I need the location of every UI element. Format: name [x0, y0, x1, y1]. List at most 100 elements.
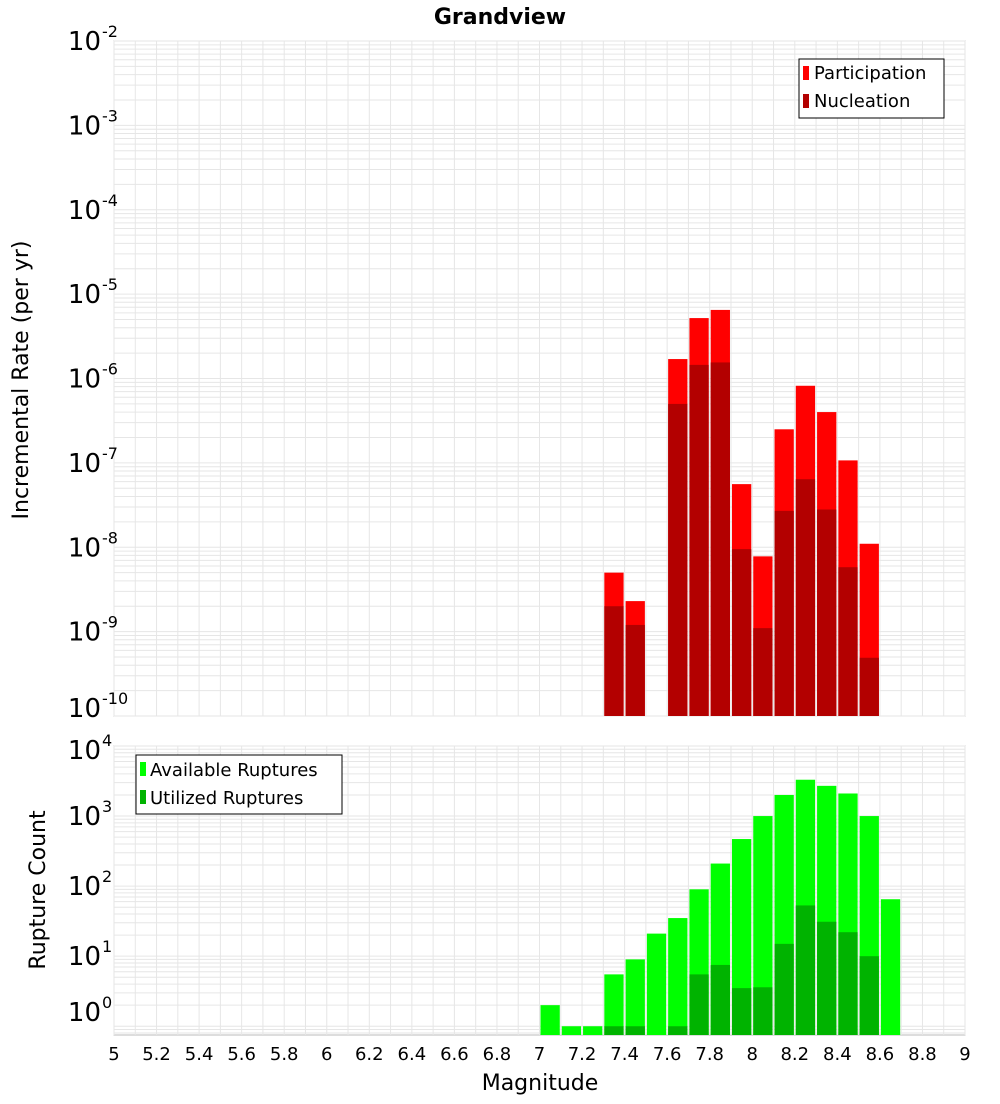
x-tick-label: 5.6 — [227, 1044, 256, 1065]
counts-y-tick-label: 10 3 — [68, 797, 112, 832]
x-axis-label: Magnitude — [482, 1071, 599, 1096]
x-tick-label: 6.8 — [483, 1044, 512, 1065]
rates-y-tick-power: -6 — [102, 360, 118, 379]
rates-y-tick-power: -3 — [102, 106, 118, 125]
counts-bar-available-ruptures — [561, 1026, 582, 1035]
rates-y-tick-power: -10 — [102, 689, 128, 708]
x-tick-label: 7.4 — [610, 1044, 639, 1065]
rates-bar-nucleation — [625, 624, 645, 716]
x-tick-label: 5.8 — [270, 1044, 299, 1065]
rates-y-tick-base: 10 — [68, 618, 101, 648]
rates-y-tick-base: 10 — [68, 280, 101, 310]
rates-y-tick-label: 10 -9 — [68, 613, 118, 648]
rates-y-tick-power: -2 — [102, 22, 118, 41]
rates-y-tick-base: 10 — [68, 365, 101, 395]
counts-y-tick-power: 4 — [102, 731, 112, 750]
x-tick-label: 8 — [747, 1044, 758, 1065]
counts-bar-available-ruptures — [731, 839, 752, 1035]
rates-bar-nucleation — [859, 657, 879, 716]
counts-bar-available-ruptures — [625, 959, 645, 1035]
counts-bar-available-ruptures — [668, 918, 688, 1035]
rates-y-tick-label: 10 -8 — [68, 528, 118, 563]
counts-bar-available-ruptures — [880, 899, 901, 1035]
counts-bar-utilized-ruptures — [753, 987, 773, 1035]
x-tick-label: 7.8 — [695, 1044, 724, 1065]
rates-y-tick-label: 10 -10 — [68, 689, 128, 724]
rates-bars — [604, 309, 879, 716]
x-tick-label: 5.4 — [185, 1044, 214, 1065]
legend-swatch-participation — [803, 66, 809, 80]
x-tick-label: 7.6 — [653, 1044, 682, 1065]
x-tick-label: 6 — [321, 1044, 332, 1065]
rates-legend-box — [798, 58, 945, 119]
counts-legend: Available Ruptures Utilized Ruptures — [135, 754, 343, 815]
legend-label-participation: Participation — [814, 63, 926, 84]
counts-bar-available-ruptures — [583, 1026, 603, 1035]
counts-bar-utilized-ruptures — [774, 943, 794, 1035]
x-tick-label: 9 — [959, 1044, 970, 1065]
x-tick-label: 8.2 — [780, 1044, 809, 1065]
x-tick-label: 7 — [534, 1044, 545, 1065]
counts-bar-available-ruptures — [646, 933, 667, 1035]
counts-y-tick-label: 10 4 — [68, 731, 112, 766]
rates-bar-nucleation — [731, 549, 752, 716]
rates-y-tick-label: 10 -7 — [68, 444, 118, 479]
rates-y-tick-label: 10 -5 — [68, 275, 118, 310]
rates-bar-nucleation — [689, 364, 709, 716]
counts-bars — [540, 779, 901, 1035]
rates-y-tick-base: 10 — [68, 196, 101, 226]
rates-y-tick-power: -5 — [102, 275, 118, 294]
x-tick-label: 6.4 — [398, 1044, 427, 1065]
counts-bar-utilized-ruptures — [689, 974, 709, 1035]
counts-y-tick-power: 0 — [102, 993, 112, 1012]
rates-bar-nucleation — [838, 567, 858, 716]
counts-bar-utilized-ruptures — [710, 964, 730, 1035]
rates-y-tick-label: 10 -2 — [68, 22, 118, 57]
x-tick-label: 5 — [108, 1044, 119, 1065]
rates-bar-nucleation — [795, 479, 816, 716]
x-tick-label: 8.4 — [823, 1044, 852, 1065]
rates-legend: Participation Nucleation — [798, 58, 945, 119]
counts-bar-utilized-ruptures — [795, 905, 816, 1035]
rates-y-tick-power: -7 — [102, 444, 118, 463]
counts-y-tick-base: 10 — [68, 802, 101, 832]
legend-label-available: Available Ruptures — [150, 760, 318, 781]
counts-bar-utilized-ruptures — [604, 1026, 624, 1035]
legend-label-nucleation: Nucleation — [814, 91, 910, 112]
counts-legend-box — [135, 754, 343, 815]
rates-bar-nucleation — [710, 362, 730, 716]
counts-y-tick-label: 10 0 — [68, 993, 112, 1028]
rates-bar-nucleation — [668, 403, 688, 716]
counts-y-tick-base: 10 — [68, 998, 101, 1028]
counts-bar-utilized-ruptures — [859, 956, 879, 1035]
rates-y-tick-label: 10 -4 — [68, 191, 118, 226]
rates-y-tick-base: 10 — [68, 694, 101, 724]
rates-bar-nucleation — [817, 509, 837, 716]
rates-y-tick-base: 10 — [68, 533, 101, 563]
counts-y-axis-label: Rupture Count — [26, 810, 51, 970]
counts-y-tick-power: 2 — [102, 867, 112, 886]
rates-y-tick-power: -8 — [102, 528, 118, 547]
counts-bar-utilized-ruptures — [625, 1026, 645, 1035]
x-tick-label: 5.2 — [142, 1044, 171, 1065]
rates-y-tick-label: 10 -3 — [68, 106, 118, 141]
rates-y-tick-base: 10 — [68, 449, 101, 479]
counts-y-tick-base: 10 — [68, 942, 101, 972]
x-tick-label: 6.2 — [355, 1044, 384, 1065]
rates-y-axis-label: Incremental Rate (per yr) — [9, 241, 34, 520]
counts-y-tick-base: 10 — [68, 736, 101, 766]
legend-swatch-available — [140, 762, 146, 776]
rates-y-tick-power: -4 — [102, 191, 118, 210]
counts-y-tick-power: 1 — [102, 937, 112, 956]
counts-x-tick-labels: 5 5.2 5.4 5.6 5.8 6 6.2 6.4 6.6 6.8 7 7.2 7.4 7.6 7.8 8… — [108, 1044, 970, 1065]
rates-y-tick-label: 10 -6 — [68, 360, 118, 395]
x-tick-label: 8.8 — [908, 1044, 937, 1065]
legend-swatch-utilized — [140, 790, 146, 804]
counts-bar-utilized-ruptures — [731, 988, 752, 1035]
rates-bar-nucleation — [753, 628, 773, 716]
counts-bar-available-ruptures — [753, 816, 773, 1035]
legend-label-utilized: Utilized Ruptures — [150, 788, 303, 809]
counts-bar-utilized-ruptures — [668, 1026, 688, 1035]
